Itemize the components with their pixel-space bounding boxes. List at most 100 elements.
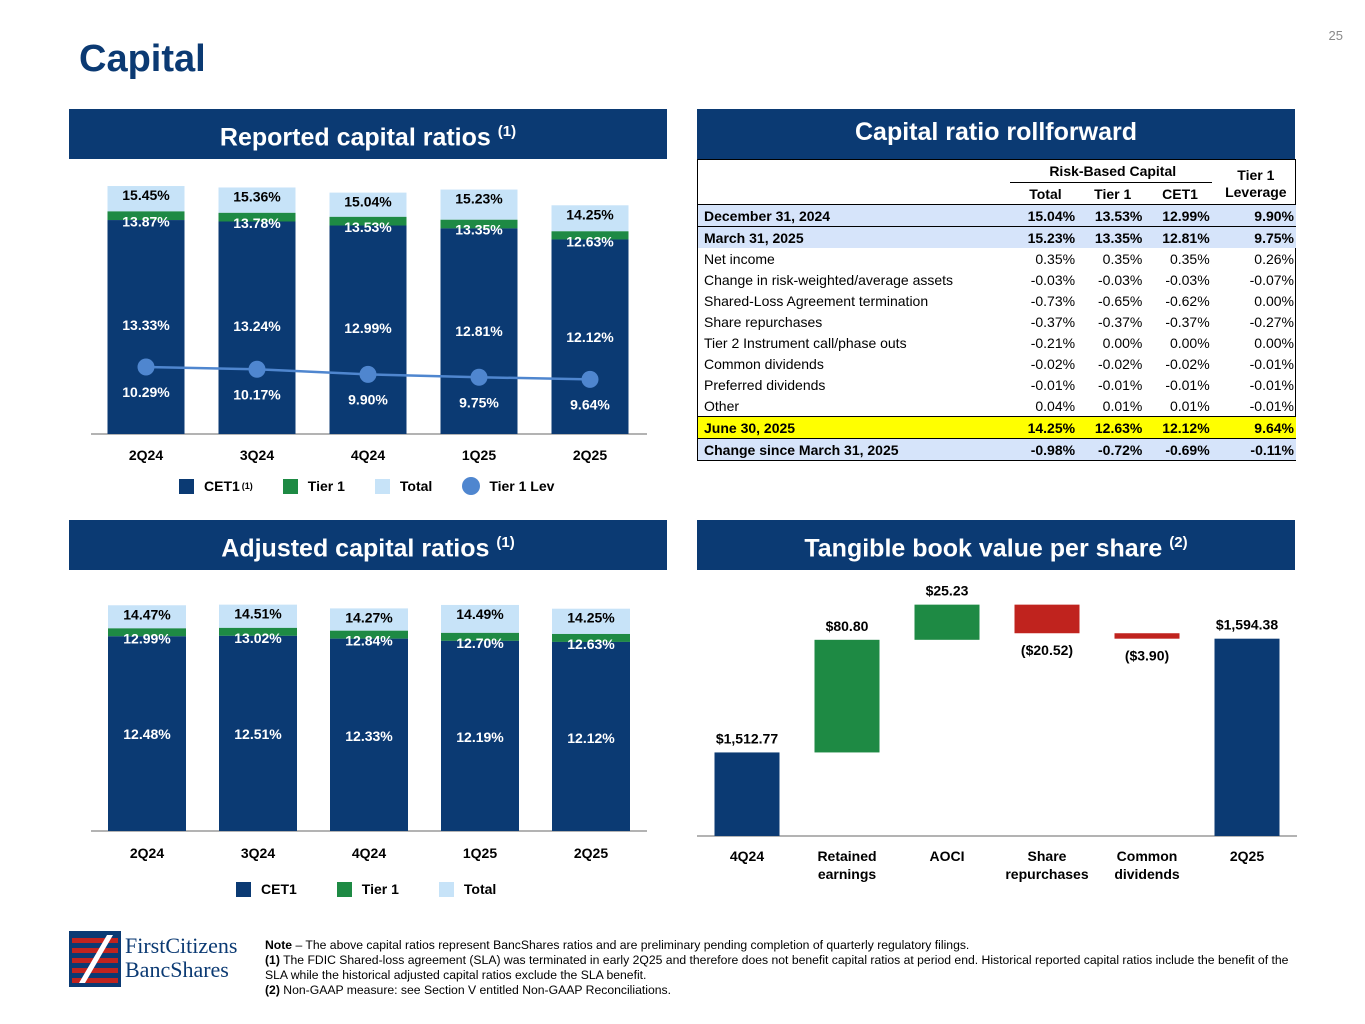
row-value: -0.72% [1098,441,1143,458]
footnote-2: (2) Non-GAAP measure: see Section V enti… [265,983,1310,998]
bar-increase [814,639,880,753]
legend-item-total: Total [374,478,432,494]
bar-total [218,187,296,213]
row-value: 9.75% [1254,229,1294,246]
rollforward-table-body: December 31, 2024 15.04% 13.53% 12.99% 9.90%… [698,204,1296,460]
data-label-tier1: 13.35% [455,222,503,238]
tier1-lev-point [470,368,488,386]
data-label-cet1: 12.33% [345,728,393,744]
bar-total [440,189,518,220]
logo-flag-icon [69,931,121,987]
tier1-lev-point [359,365,377,383]
data-label: $25.23 [926,583,969,599]
data-label-total: 14.49% [456,606,504,622]
table-row: Change since March 31, 2025 -0.98% -0.72% -… [698,438,1296,460]
bar-total [107,186,185,212]
data-label: $80.80 [826,618,869,634]
row-value: -0.01% [1165,376,1210,393]
footnote-2-label: (2) [265,983,280,997]
table-row: Share repurchases -0.37% -0.37% -0.37% -0.27… [698,311,1296,332]
row-label: June 30, 2025 [704,419,796,436]
row-value: 0.26% [1254,250,1294,267]
x-tick-label: 4Q24 [352,845,386,861]
bar-total [441,604,519,633]
x-tick-label: 3Q24 [241,845,275,861]
row-value: -0.03% [1165,271,1210,288]
data-label-total: 14.51% [234,606,282,622]
row-value: 0.01% [1102,397,1143,414]
data-label-cet1: 12.12% [566,329,614,345]
row-value: -0.98% [1030,441,1076,458]
table-header-blank [698,160,1010,183]
data-label-tier1: 13.87% [122,213,170,229]
row-value: -0.01% [1249,376,1294,393]
bar-tier1 [107,211,185,221]
x-tick-label: repurchases [1005,866,1088,882]
company-logo: FirstCitizens BancShares [69,931,259,987]
row-value: 14.25% [1027,419,1076,436]
row-value: 12.12% [1162,419,1210,436]
row-value: 12.81% [1162,229,1210,246]
bar-cet1 [551,239,629,434]
footnotes: Note – The above capital ratios represen… [265,938,1310,998]
x-tick-label: 4Q24 [730,848,764,864]
row-value: 0.35% [1169,250,1210,267]
table-header-tier1-leverage: Tier 1 Leverage [1212,160,1296,205]
table-header-total: Total [1029,185,1062,202]
tier1-lev-point [248,360,266,378]
row-value: 9.90% [1254,207,1294,224]
reported-capital-chart: 2Q24 15.45% 13.87% 13.33% 3Q24 15.36% 13.78% 13… [91,186,647,463]
row-value: -0.11% [1250,441,1294,458]
data-label-cet1: 12.19% [456,729,504,745]
bar-total [108,605,186,629]
data-label-cet1: 12.99% [344,320,392,336]
logo-text: FirstCitizens BancShares [125,934,237,982]
legend-label-tier1: Tier 1 [307,478,345,494]
footnote-1-label: (1) [265,953,280,967]
bar-tier1 [330,630,408,639]
row-value: 0.35% [1035,250,1076,267]
data-label-total: 15.23% [455,191,503,207]
reported-legend: CET1 (1) Tier 1 Total Tier 1 Lev [179,477,584,495]
bar-decrease [1114,633,1180,639]
adj-legend-label-cet1: CET1 [261,881,297,897]
tbv-panel-sup: (2) [1169,534,1188,551]
data-label-total: 14.27% [345,609,393,625]
bar-tier1 [551,231,629,240]
row-value: -0.02% [1165,355,1210,372]
row-label: Tier 2 Instrument call/phase outs [704,334,907,351]
row-value: -0.02% [1030,355,1076,372]
row-label: Change in risk-weighted/average assets [704,271,954,288]
adj-legend-item-cet1: CET1 [236,881,297,897]
data-label-tier1: 12.70% [456,635,504,651]
bar-cet1 [441,640,519,831]
x-tick-label: 1Q25 [463,845,497,861]
row-label: Common dividends [704,355,824,372]
data-label-tier1: 12.63% [566,233,614,249]
bar-tier1 [218,212,296,222]
x-tick-label: 3Q24 [240,447,274,463]
row-label: Share repurchases [704,313,823,330]
table-row: Shared-Loss Agreement termination -0.73% -… [698,290,1296,311]
row-value: -0.03% [1098,271,1143,288]
adj-legend-swatch-cet1 [236,881,251,897]
legend-item-tier1: Tier 1 [282,478,345,494]
data-label-cet1: 12.48% [123,726,171,742]
bar-total [552,608,630,634]
data-label-total: 15.36% [233,188,281,204]
tbv-panel-header: Tangible book value per share (2) [697,520,1295,570]
x-tick-label: dividends [1114,866,1180,882]
footnote-1-text: The FDIC Shared-loss agreement (SLA) was… [265,953,1289,982]
bar-tier1 [219,627,297,636]
adj-legend-item-tier1: Tier 1 [336,881,399,897]
bar-total [219,604,297,628]
rollforward-table: Risk-Based Capital Tier 1 Leverage Total… [698,160,1296,460]
x-tick-label: 2Q25 [574,845,608,861]
table-row: Tier 2 Instrument call/phase outs -0.21% 0… [698,332,1296,353]
legend-swatch-cet1 [179,478,194,494]
row-value: -0.27% [1249,313,1294,330]
row-value: 0.01% [1169,397,1210,414]
bar-tier1 [108,628,186,637]
row-label: Preferred dividends [704,376,826,393]
tbv-waterfall-chart: $1,512.77 4Q24 $80.80 Retained earnings $25.2… [697,583,1297,882]
